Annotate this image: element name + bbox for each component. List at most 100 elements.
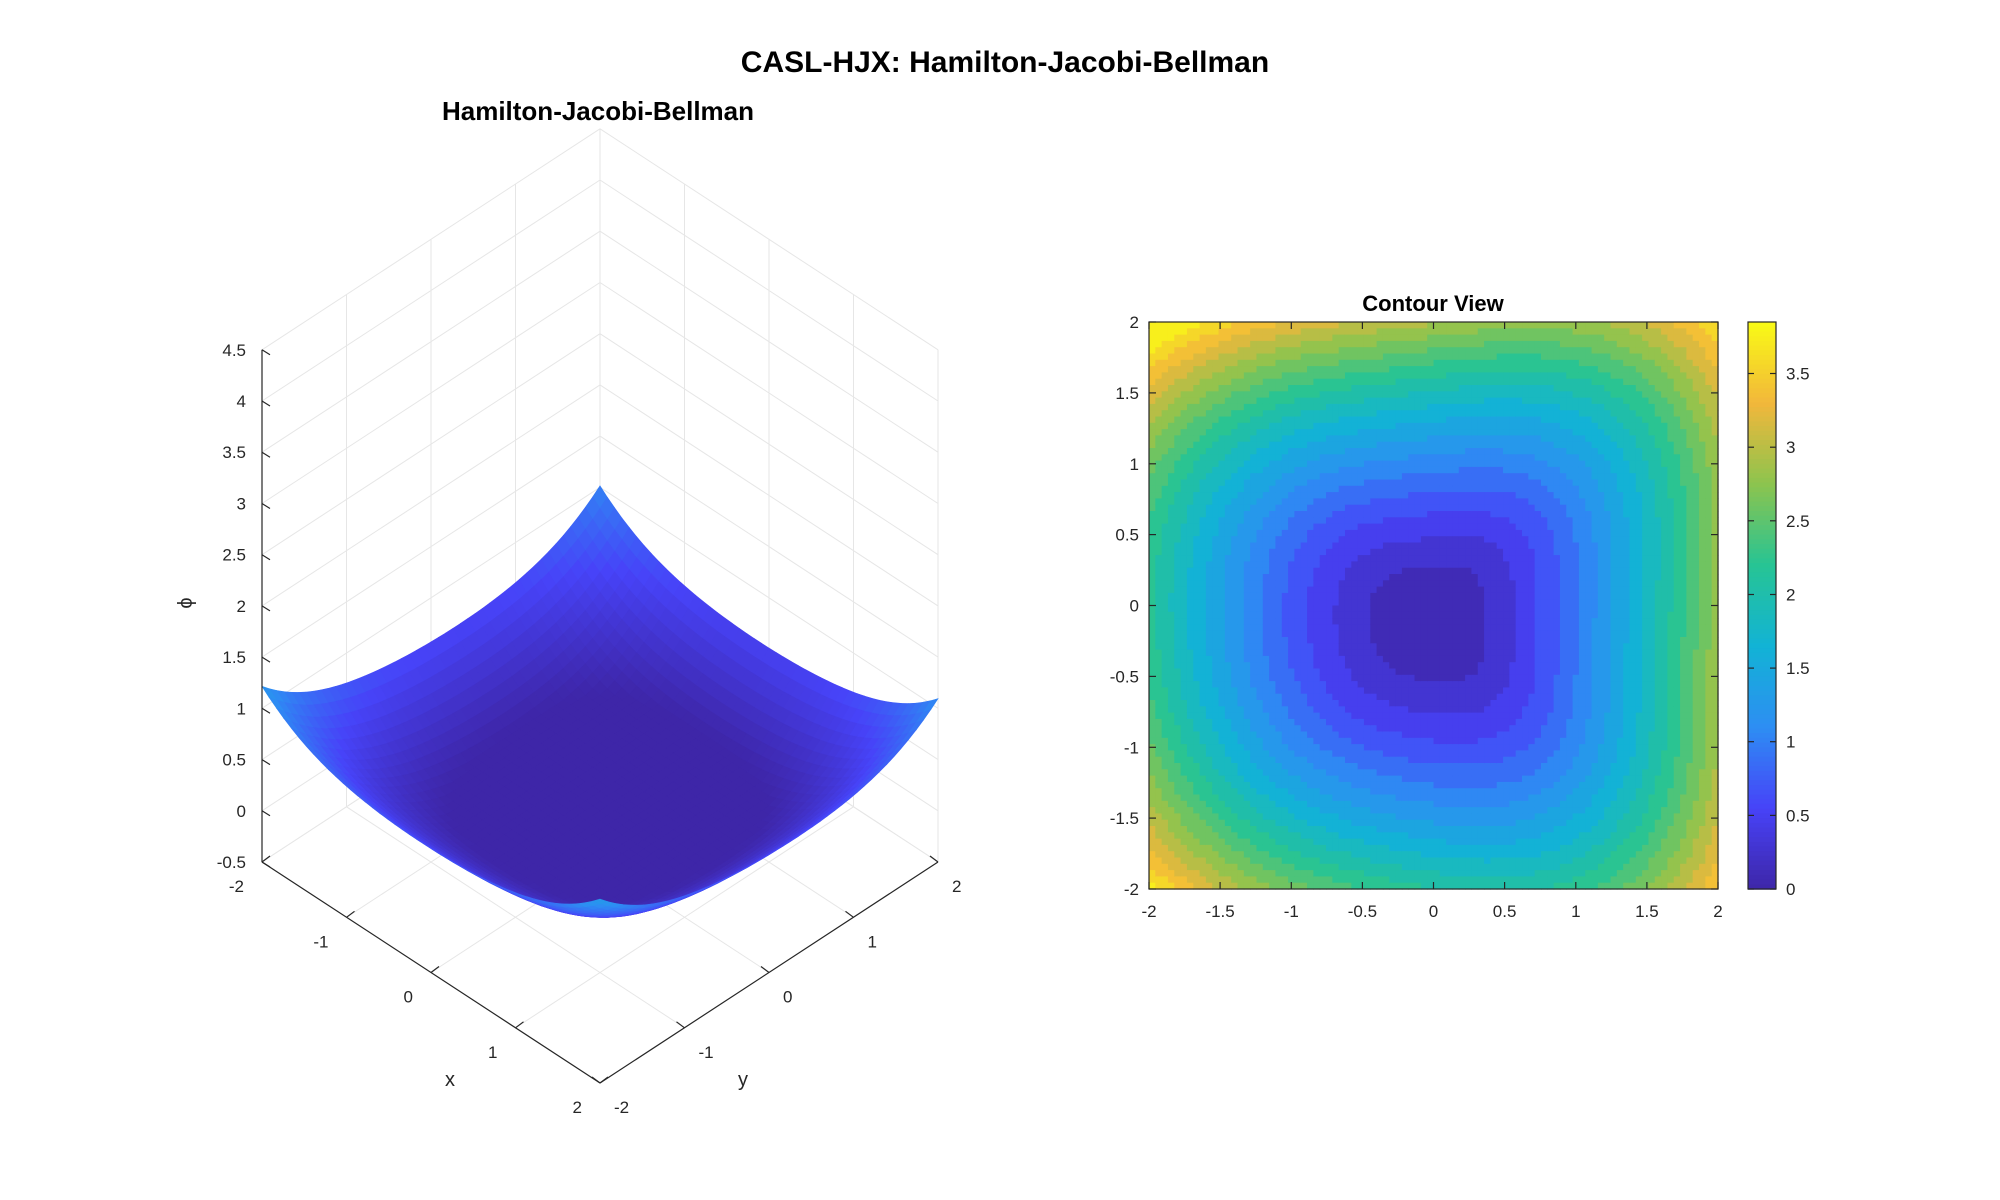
contour-cell bbox=[1243, 744, 1251, 751]
contour-cell bbox=[1243, 618, 1251, 625]
contour-cell bbox=[1294, 498, 1302, 506]
contour-cell bbox=[1243, 366, 1251, 373]
contour-cell bbox=[1338, 863, 1346, 871]
contour-cell bbox=[1313, 876, 1321, 884]
contour-cell bbox=[1256, 725, 1264, 733]
contour-cell bbox=[1224, 542, 1232, 550]
contour-cell bbox=[1281, 561, 1289, 569]
contour-cell bbox=[1319, 498, 1327, 506]
contour-cell bbox=[1224, 763, 1232, 770]
contour-cell bbox=[1313, 826, 1321, 833]
contour-cell bbox=[1161, 863, 1169, 871]
contour-cell bbox=[1149, 378, 1156, 386]
contour-cell bbox=[1300, 750, 1308, 758]
contour-cell bbox=[1231, 328, 1239, 336]
contour-cell bbox=[1332, 750, 1340, 758]
contour-cell bbox=[1250, 574, 1258, 581]
contour-cell bbox=[1155, 523, 1163, 531]
contour-cell bbox=[1294, 473, 1302, 481]
contour-cell bbox=[1262, 353, 1270, 361]
contour-cell bbox=[1224, 630, 1232, 638]
contour-cell bbox=[1149, 718, 1156, 726]
contour-cell bbox=[1231, 529, 1239, 537]
contour-cell bbox=[1155, 391, 1163, 399]
contour-cell bbox=[1281, 618, 1289, 625]
contour-cell bbox=[1161, 693, 1169, 701]
contour-cell bbox=[1300, 826, 1308, 833]
contour-cell bbox=[1256, 693, 1264, 701]
contour-cell bbox=[1332, 844, 1340, 852]
contour-cell bbox=[1212, 693, 1220, 701]
contour-cell bbox=[1288, 586, 1296, 594]
contour-cell bbox=[1155, 580, 1163, 588]
contour-cell bbox=[1281, 700, 1289, 707]
contour-cell bbox=[1319, 422, 1327, 430]
contour-cell bbox=[1186, 517, 1194, 525]
contour-cell bbox=[1167, 479, 1175, 487]
contour-cell bbox=[1319, 681, 1327, 688]
contour-cell bbox=[1231, 347, 1239, 355]
contour-cell bbox=[1281, 359, 1289, 367]
contour-cell bbox=[1155, 422, 1163, 430]
contour-cell bbox=[1319, 700, 1327, 707]
contour-cell bbox=[1269, 372, 1277, 380]
contour-cell bbox=[1300, 334, 1308, 342]
contour-cell bbox=[1174, 731, 1182, 739]
contour-cell bbox=[1174, 347, 1182, 355]
contour-cell bbox=[1218, 448, 1226, 455]
contour-cell bbox=[1155, 832, 1163, 840]
contour-cell bbox=[1332, 492, 1340, 499]
contour-cell bbox=[1338, 662, 1346, 670]
contour-cell bbox=[1300, 397, 1308, 405]
contour-cell bbox=[1326, 580, 1333, 588]
contour-cell bbox=[1218, 504, 1226, 512]
contour-cell bbox=[1281, 870, 1289, 877]
contour-cell bbox=[1307, 429, 1314, 436]
contour-cell bbox=[1307, 378, 1314, 386]
contour-cell bbox=[1237, 448, 1245, 455]
contour-cell bbox=[1344, 548, 1352, 556]
contour-cell bbox=[1199, 725, 1207, 733]
contour-cell bbox=[1326, 605, 1333, 613]
contour-cell bbox=[1243, 517, 1251, 525]
contour-cell bbox=[1275, 448, 1283, 455]
contour-cell bbox=[1300, 630, 1308, 638]
contour-cell bbox=[1288, 359, 1296, 367]
contour-cell bbox=[1338, 655, 1346, 663]
contour-cell bbox=[1193, 643, 1201, 651]
contour-cell bbox=[1149, 794, 1156, 802]
contour-cell bbox=[1180, 580, 1188, 588]
contour-cell bbox=[1237, 441, 1245, 449]
contour-cell bbox=[1300, 517, 1308, 525]
contour-cell bbox=[1307, 681, 1314, 688]
contour-cell bbox=[1174, 876, 1182, 884]
contour-cell bbox=[1212, 763, 1220, 770]
contour-cell bbox=[1149, 706, 1156, 714]
contour-cell bbox=[1250, 750, 1258, 758]
contour-cell bbox=[1205, 826, 1213, 833]
contour-cell bbox=[1262, 322, 1270, 329]
contour-cell bbox=[1338, 826, 1346, 833]
contour-cell bbox=[1149, 435, 1156, 443]
contour-cell bbox=[1326, 334, 1333, 342]
contour-cell bbox=[1275, 567, 1283, 575]
contour-cell bbox=[1212, 750, 1220, 758]
contour-cell bbox=[1307, 460, 1314, 468]
contour-cell bbox=[1281, 750, 1289, 758]
contour-cell bbox=[1275, 592, 1283, 600]
contour-cell bbox=[1319, 592, 1327, 600]
contour-cell bbox=[1344, 403, 1352, 411]
contour-cell bbox=[1174, 529, 1182, 537]
contour-cell bbox=[1149, 328, 1156, 336]
contour-cell bbox=[1307, 416, 1314, 424]
contour-cell bbox=[1344, 567, 1352, 575]
contour-cell bbox=[1186, 681, 1194, 688]
contour-cell bbox=[1338, 353, 1346, 361]
contour-cell bbox=[1338, 416, 1346, 424]
contour-cell bbox=[1319, 416, 1327, 424]
contour-cell bbox=[1167, 429, 1175, 436]
contour-cell bbox=[1294, 322, 1302, 329]
contour-cell bbox=[1174, 567, 1182, 575]
contour-cell bbox=[1326, 466, 1333, 474]
contour-cell bbox=[1275, 807, 1283, 814]
